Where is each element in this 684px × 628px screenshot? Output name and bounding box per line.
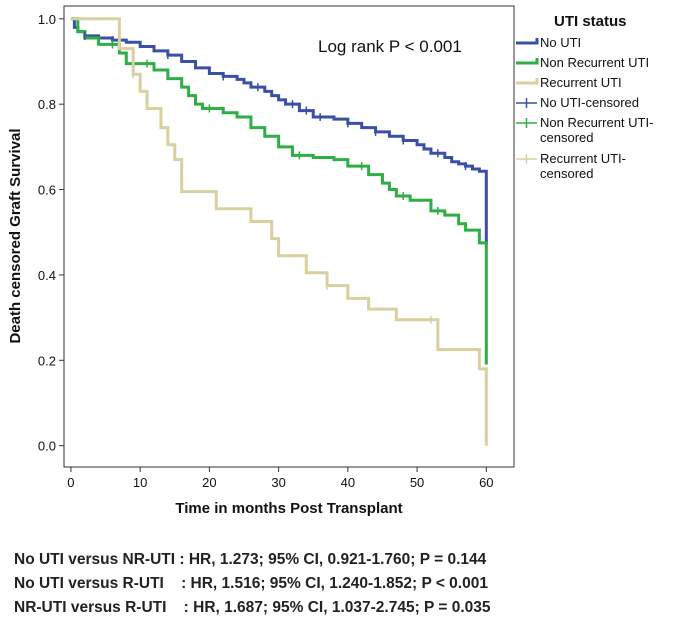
x-tick-label: 20 — [202, 475, 216, 490]
legend-label: No UTI-censored — [540, 95, 639, 110]
legend-item: Recurrent UTI — [516, 75, 622, 90]
legend-item: Recurrent UTI-censored — [516, 151, 626, 181]
y-tick-label: 0.6 — [38, 183, 56, 198]
x-axis-label: Time in months Post Transplant — [175, 500, 402, 517]
legend-item: Non Recurrent UTI-censored — [516, 115, 653, 145]
plot-frame — [63, 5, 515, 468]
series-line-recurrent-uti — [70, 17, 488, 446]
legend-label: No UTI — [540, 35, 581, 50]
legend-item: Non Recurrent UTI — [516, 55, 649, 70]
y-tick-label: 1.0 — [38, 12, 56, 27]
hazard-ratio-comparisons: No UTI versus NR-UTI : HR, 1.273; 95% CI… — [14, 548, 674, 620]
comparison-line: No UTI versus R-UTI : HR, 1.516; 95% CI,… — [14, 575, 488, 592]
series-line-no-uti — [70, 17, 488, 246]
y-tick-label: 0.0 — [38, 439, 56, 454]
x-tick-label: 60 — [479, 475, 493, 490]
legend-label: Non Recurrent UTI-censored — [540, 115, 653, 145]
legend-item: No UTI — [516, 35, 581, 50]
comparison-line: No UTI versus NR-UTI : HR, 1.273; 95% CI… — [14, 551, 487, 568]
legend-swatch — [516, 58, 539, 65]
x-tick-label: 50 — [410, 475, 424, 490]
logrank-annotation: Log rank P < 0.001 — [318, 37, 462, 56]
series-line-non-recurrent-uti — [70, 17, 488, 365]
y-axis-label: Death censored Graft Survival — [7, 128, 24, 343]
x-tick-label: 0 — [67, 475, 74, 490]
legend-title: UTI status — [554, 13, 627, 30]
legend-item: No UTI-censored — [516, 95, 639, 110]
legend-label: Recurrent UTI-censored — [540, 151, 626, 181]
legend-swatch — [516, 78, 539, 85]
y-tick-label: 0.2 — [38, 353, 56, 368]
legend-label: Recurrent UTI — [540, 75, 622, 90]
x-tick-label: 40 — [341, 475, 355, 490]
y-tick-label: 0.8 — [38, 97, 56, 112]
legend-label: Non Recurrent UTI — [540, 55, 649, 70]
x-tick-label: 30 — [271, 475, 285, 490]
km-chart: 0 10 20 30 40 50 60 0.0 0.2 0.4 0.6 0.8 1.0 Death ce… — [7, 5, 653, 517]
comparison-line: NR-UTI versus R-UTI : HR, 1.687; 95% CI,… — [14, 599, 491, 616]
y-tick-label: 0.4 — [38, 268, 56, 283]
legend-swatch — [516, 38, 539, 45]
x-tick-label: 10 — [133, 475, 147, 490]
